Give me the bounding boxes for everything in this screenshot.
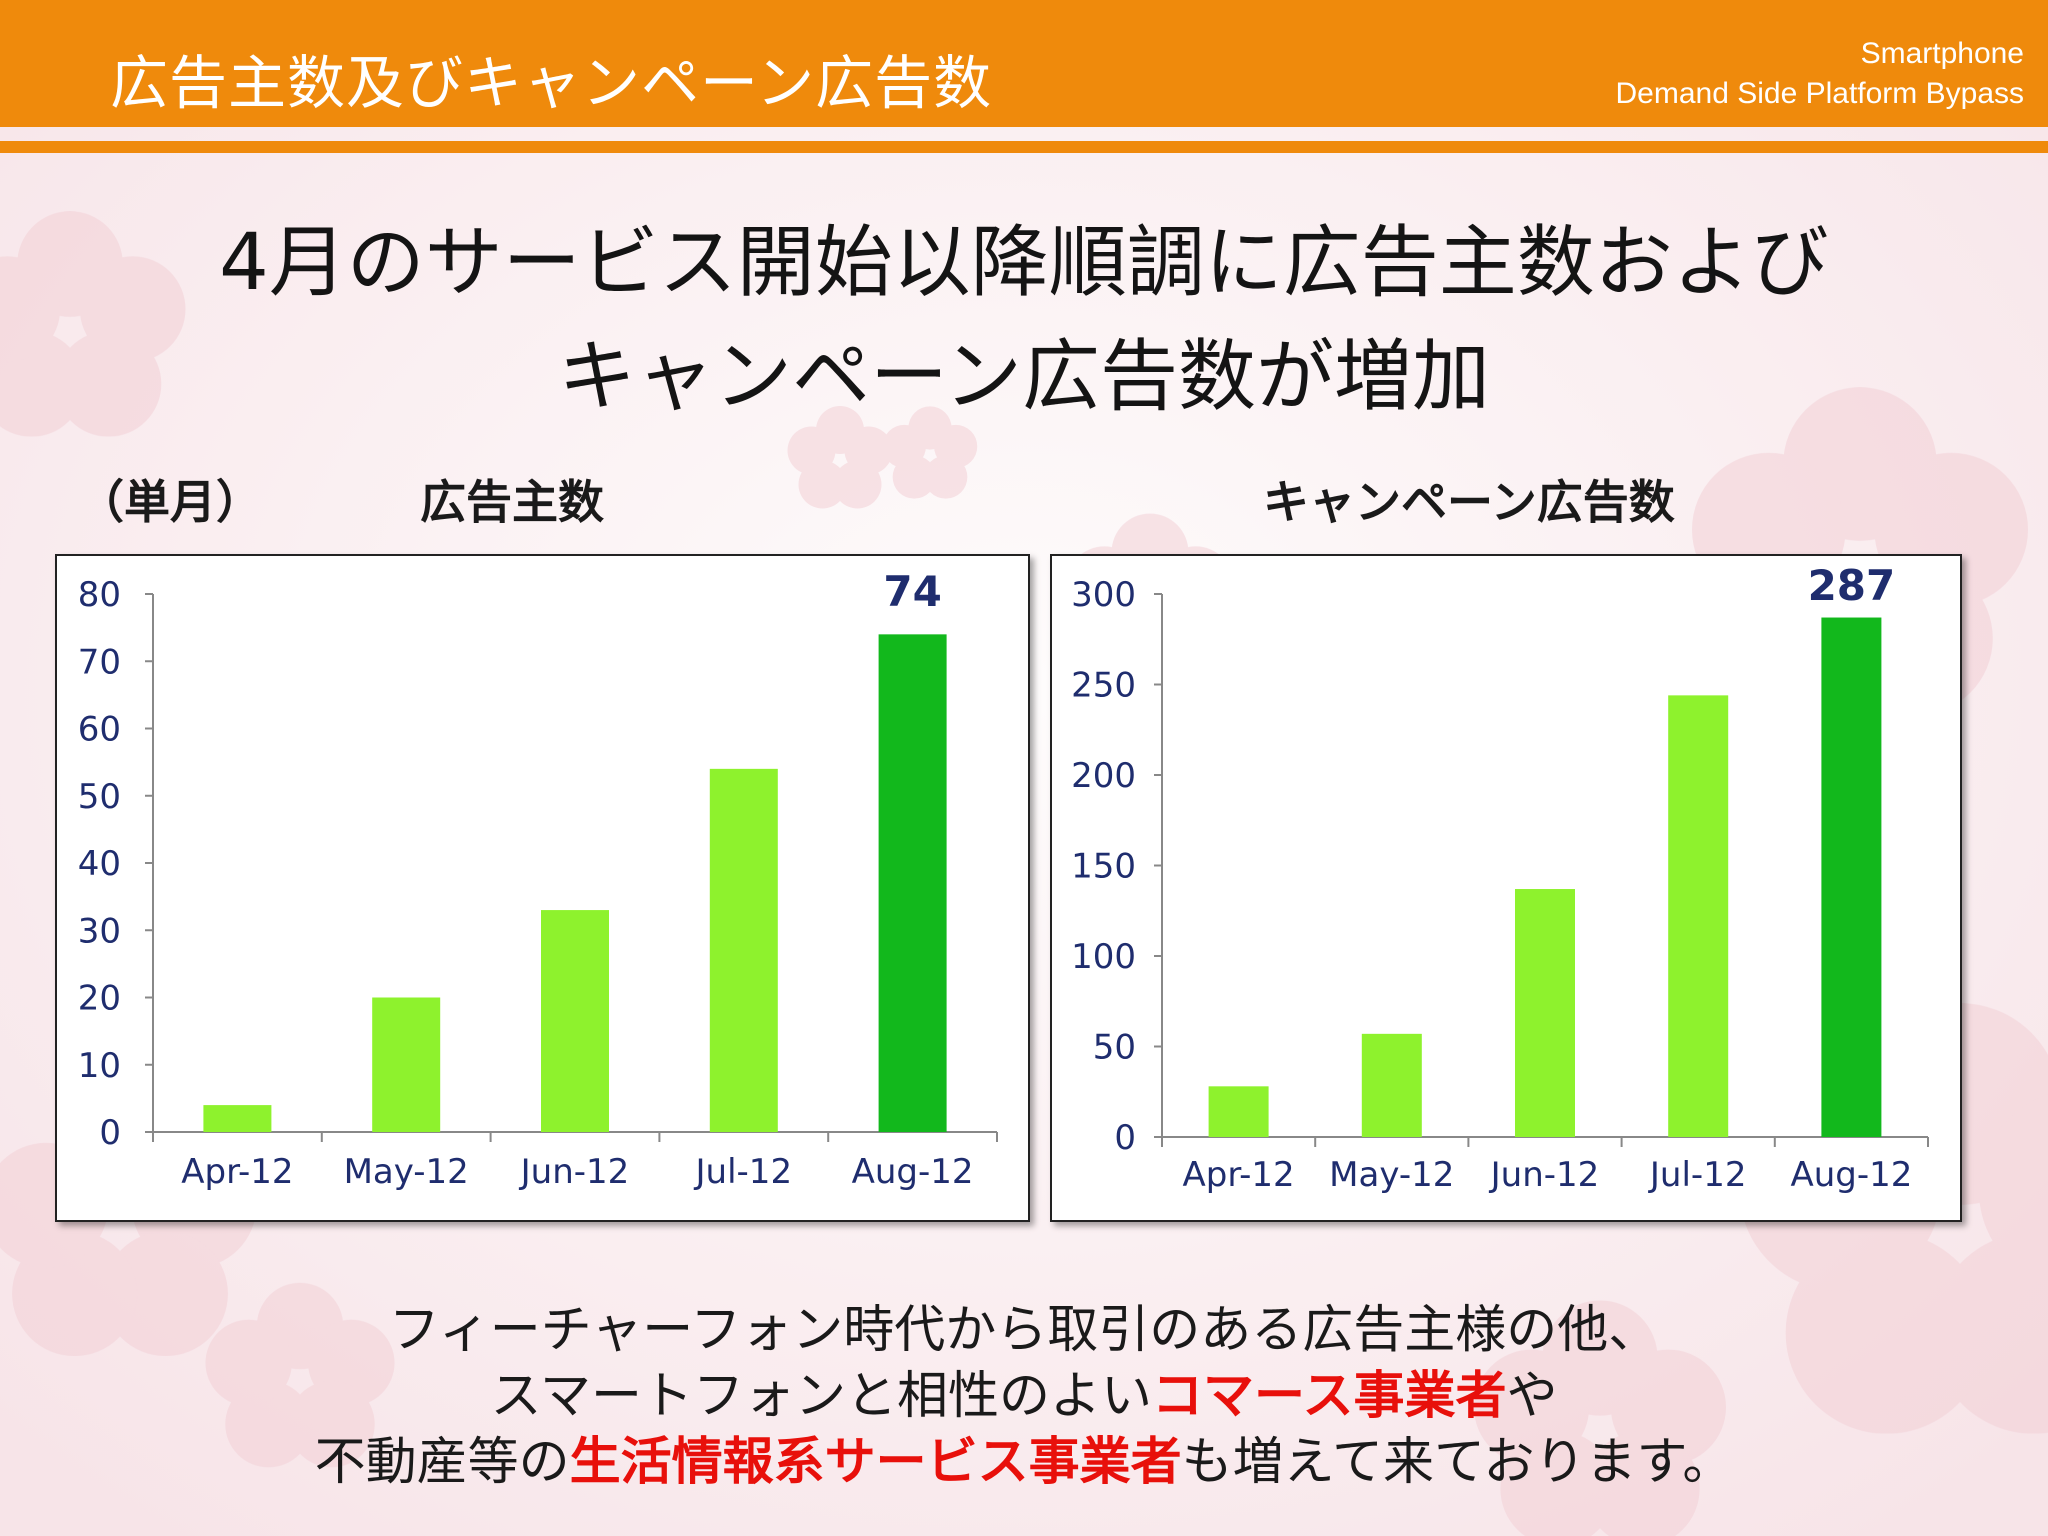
y-tick-label: 60 — [78, 710, 121, 750]
footer-line-3-pre: 不動産等の — [314, 1433, 570, 1492]
x-tick-label: Jul-12 — [1648, 1155, 1747, 1195]
x-tick-label: Apr-12 — [1183, 1155, 1295, 1195]
y-tick-label: 0 — [99, 1113, 121, 1153]
bar-May-12 — [372, 997, 441, 1132]
y-tick-label: 30 — [78, 911, 121, 951]
y-tick-label: 200 — [1071, 756, 1136, 796]
slide-title: 広告主数及びキャンペーン広告数 — [110, 49, 993, 117]
x-tick-label: Apr-12 — [181, 1152, 293, 1192]
brand-line-1: Smartphone — [1860, 37, 2024, 70]
y-tick-label: 150 — [1071, 847, 1136, 887]
x-tick-label: Aug-12 — [1790, 1155, 1912, 1195]
headline: 4月のサービス開始以降順調に広告主数および キャンペーン広告数が増加 — [0, 206, 2048, 434]
bar-Apr-12 — [203, 1105, 272, 1132]
bar-Jun-12 — [541, 910, 609, 1132]
bar-Jun-12 — [1515, 889, 1575, 1137]
header-bar: 広告主数及びキャンペーン広告数 Smartphone Demand Side P… — [0, 0, 2048, 127]
y-tick-label: 10 — [78, 1046, 121, 1086]
brand-line-2: Demand Side Platform Bypass — [1615, 77, 2024, 110]
period-label: （単月） — [78, 475, 262, 529]
footer-line-3: 不動産等の生活情報系サービス事業者も増えて来ております。 — [0, 1430, 2048, 1496]
bar-Aug-12 — [1821, 617, 1882, 1137]
right-chart-title: キャンペーン広告数 — [1263, 475, 1675, 529]
y-tick-label: 50 — [78, 777, 121, 817]
y-tick-label: 0 — [1114, 1118, 1136, 1158]
footer-text: フィーチャーフォン時代から取引のある広告主様の他、 スマートフォンと相性のよいコ… — [0, 1298, 2048, 1496]
headline-line-1: 4月のサービス開始以降順調に広告主数および — [219, 218, 1829, 308]
x-tick-label: Jun-12 — [1489, 1155, 1600, 1195]
bar-Apr-12 — [1208, 1086, 1269, 1137]
x-tick-label: Jul-12 — [694, 1152, 793, 1192]
left-chart-title: 広告主数 — [420, 475, 604, 529]
bar-May-12 — [1361, 1033, 1422, 1137]
bar-Jul-12 — [709, 768, 778, 1132]
bar-Jul-12 — [1668, 695, 1729, 1137]
y-tick-label: 300 — [1071, 575, 1136, 615]
brand-block: Smartphone Demand Side Platform Bypass — [1615, 34, 2024, 114]
y-tick-label: 100 — [1071, 937, 1136, 977]
x-tick-label: May-12 — [1329, 1155, 1454, 1195]
footer-highlight-lifestyle: 生活情報系サービス事業者 — [569, 1433, 1182, 1492]
campaigns-chart-panel: 0 50 100 150 200 250 300 Apr-12 May-12 Jun-12 Jul-… — [1050, 554, 1962, 1222]
advertisers-chart: 0 10 20 30 40 50 60 70 80 Apr-12 May-12 Jun-12 Jul-1… — [78, 567, 998, 1192]
footer-line-3-post: も増えて来ております。 — [1181, 1433, 1734, 1492]
y-tick-label: 80 — [78, 575, 121, 615]
header-stripe — [0, 141, 2048, 153]
y-tick-label: 40 — [78, 844, 121, 884]
bar-Aug-12 — [878, 634, 947, 1132]
data-label: 287 — [1808, 561, 1896, 610]
footer-line-2-post: や — [1506, 1367, 1558, 1426]
headline-line-2: キャンペーン広告数が増加 — [557, 332, 1491, 422]
footer-highlight-commerce: コマース事業者 — [1152, 1367, 1507, 1426]
y-tick-label: 50 — [1093, 1028, 1136, 1068]
footer-line-2-pre: スマートフォンと相性のよい — [490, 1367, 1152, 1426]
y-tick-label: 20 — [78, 979, 121, 1019]
campaigns-chart: 0 50 100 150 200 250 300 Apr-12 May-12 Jun-12 Jul-… — [1071, 561, 1929, 1195]
x-tick-label: Jun-12 — [519, 1152, 630, 1192]
advertisers-chart-panel: 0 10 20 30 40 50 60 70 80 Apr-12 May-12 Jun-12 Jul-1… — [55, 554, 1030, 1222]
x-tick-label: May-12 — [344, 1152, 469, 1192]
footer-line-1: フィーチャーフォン時代から取引のある広告主様の他、 — [388, 1301, 1660, 1360]
y-tick-label: 70 — [78, 642, 121, 682]
data-label: 74 — [883, 567, 941, 616]
x-tick-label: Aug-12 — [852, 1152, 974, 1192]
footer-line-2: スマートフォンと相性のよいコマース事業者や — [0, 1364, 2048, 1430]
y-tick-label: 250 — [1071, 666, 1136, 706]
